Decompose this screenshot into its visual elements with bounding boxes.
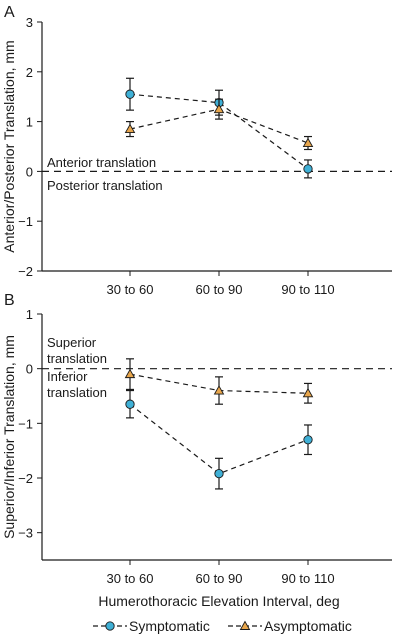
annotation: Superior translation — [47, 335, 107, 366]
data-point-asymptomatic — [124, 123, 136, 134]
data-point-symptomatic — [214, 468, 224, 479]
data-point-asymptomatic — [213, 103, 225, 114]
panel-a: A −2 −1 0 1 2 3 30 to 60 60 to 90 90 to 110 Anteri… — [1, 4, 392, 297]
x-tick-label: 30 to 60 — [107, 571, 154, 586]
y-tick-label: 1 — [26, 307, 33, 322]
series-line-symptomatic — [129, 93, 309, 170]
annotation: Anterior translation — [47, 155, 156, 170]
x-tick-label: 60 to 90 — [196, 282, 243, 297]
y-tick-label: −1 — [18, 416, 33, 431]
data-point-asymptomatic — [124, 368, 136, 379]
legend-label-asymptomatic: Asymptomatic — [264, 618, 352, 634]
y-tick-label: 3 — [26, 15, 33, 30]
y-tick-label: −3 — [18, 526, 33, 541]
annotation: Inferior translation — [47, 369, 107, 400]
data-point-asymptomatic — [302, 387, 314, 398]
y-tick-label: 0 — [26, 164, 33, 179]
y-axis-label: Anterior/Posterior Translation, mm — [1, 40, 17, 252]
legend-marker-symptomatic — [105, 621, 115, 631]
data-point-asymptomatic — [302, 137, 314, 147]
data-point-asymptomatic — [213, 385, 225, 395]
legend: Symptomatic Asymptomatic — [93, 618, 352, 634]
y-axis-label: Superior/Inferior Translation, mm — [1, 335, 17, 539]
x-tick-label: 60 to 90 — [196, 571, 243, 586]
x-tick-label: 90 to 110 — [281, 571, 334, 586]
data-point-symptomatic — [125, 399, 135, 409]
legend-label-symptomatic: Symptomatic — [129, 618, 210, 634]
panel-b: B −3 −2 −1 0 1 30 to 60 60 to 90 90 to 110 Superi… — [1, 292, 392, 609]
y-tick-label: 2 — [26, 65, 33, 80]
y-tick-label: −1 — [18, 214, 33, 229]
data-point-symptomatic — [125, 89, 135, 99]
y-tick-label: −2 — [18, 264, 33, 279]
x-tick-label: 30 to 60 — [107, 282, 154, 297]
x-axis-label: Humerothoracic Elevation Interval, deg — [98, 593, 339, 609]
panel-letter: B — [4, 292, 15, 309]
y-tick-label: −2 — [18, 471, 33, 486]
data-point-symptomatic — [303, 435, 313, 445]
data-point-symptomatic — [303, 164, 313, 174]
x-tick-label: 90 to 110 — [281, 282, 334, 297]
legend-marker-asymptomatic — [239, 620, 251, 630]
annotation: Posterior translation — [47, 178, 163, 193]
y-tick-label: 0 — [26, 362, 33, 377]
y-tick-label: 1 — [26, 115, 33, 130]
panel-letter: A — [4, 4, 15, 21]
